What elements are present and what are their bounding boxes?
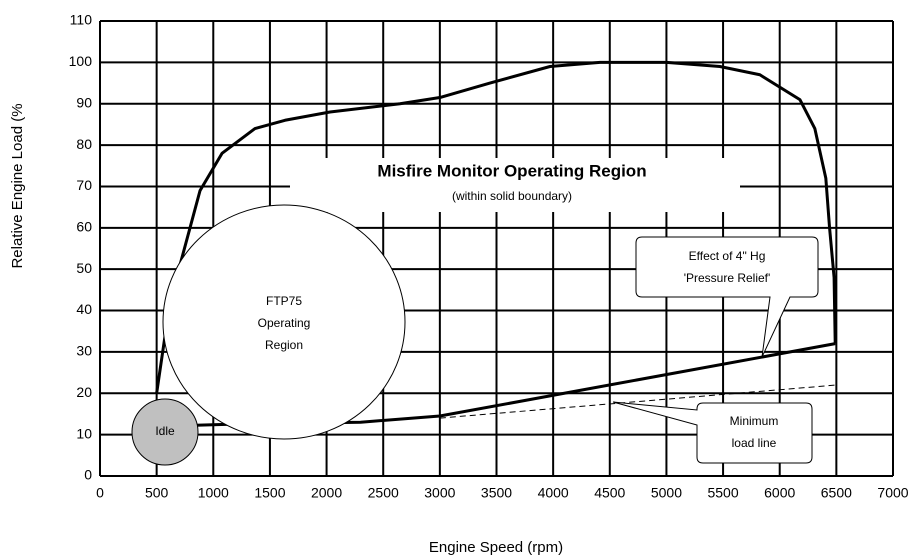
x-tick-label: 1000: [198, 485, 229, 501]
y-tick-label: 0: [84, 467, 92, 483]
ftp75-label: FTP75: [266, 294, 302, 308]
x-tick-label: 6500: [821, 485, 852, 501]
pressure-relief-callout: [635, 236, 819, 358]
y-tick-label: 30: [76, 343, 92, 359]
x-tick-label: 2000: [311, 485, 342, 501]
chart-title: Misfire Monitor Operating Region: [377, 161, 646, 180]
y-tick-label: 90: [76, 94, 92, 110]
y-tick-label: 50: [76, 260, 92, 276]
x-tick-label: 0: [96, 485, 104, 501]
line-series: [439, 384, 837, 419]
minimum-load-callout: [612, 401, 813, 464]
y-tick-label: 100: [69, 53, 93, 69]
x-tick-label: 2500: [368, 485, 399, 501]
y-tick-label: 80: [76, 136, 92, 152]
line-series: [156, 342, 836, 428]
idle-label: Idle: [155, 424, 175, 438]
idle-circle: [131, 398, 199, 466]
x-tick-label: 7000: [877, 485, 908, 501]
pressure-relief-label: 'Pressure Relief': [684, 271, 771, 285]
line-series: [155, 60, 837, 394]
y-axis-label: Relative Engine Load (%: [9, 103, 26, 268]
x-tick-label: 3500: [481, 485, 512, 501]
x-tick-label: 5000: [651, 485, 682, 501]
x-tick-label: 3000: [424, 485, 455, 501]
pressure-relief-label: Effect of 4" Hg: [689, 249, 766, 263]
y-tick-label: 70: [76, 177, 92, 193]
minimum-load-label: load line: [732, 436, 777, 450]
y-tick-label: 10: [76, 425, 92, 441]
x-tick-label: 4000: [538, 485, 569, 501]
title-box: [290, 158, 740, 212]
x-tick-label: 1500: [254, 485, 285, 501]
y-tick-label: 40: [76, 301, 92, 317]
line-layer: [155, 60, 837, 428]
minimum-load-label: Minimum: [730, 414, 779, 428]
chart-subtitle: (within solid boundary): [452, 189, 572, 203]
x-axis-label: Engine Speed (rpm): [429, 539, 563, 556]
y-tick-label: 20: [76, 384, 92, 400]
ftp75-label: Region: [265, 338, 303, 352]
x-tick-label: 4500: [594, 485, 625, 501]
x-tick-label: 5500: [707, 485, 738, 501]
ftp75-circle: [162, 204, 406, 440]
x-tick-label: 6000: [764, 485, 795, 501]
annotation-shapes: [131, 158, 819, 466]
x-tick-label: 500: [145, 485, 169, 501]
y-tick-label: 110: [70, 12, 93, 28]
y-tick-label: 60: [76, 219, 92, 235]
ftp75-label: Operating: [258, 316, 311, 330]
